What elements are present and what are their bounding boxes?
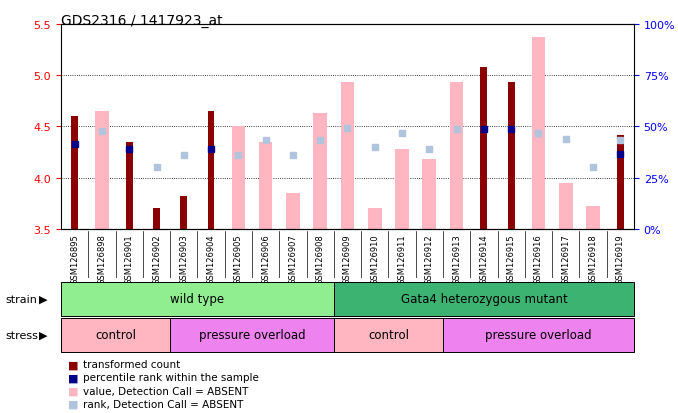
- Text: GSM126907: GSM126907: [288, 234, 298, 284]
- Bar: [443, 318, 634, 352]
- Bar: [231, 127, 245, 229]
- Text: ■: ■: [68, 359, 78, 369]
- Bar: [71, 117, 78, 229]
- Bar: [481, 68, 487, 229]
- Text: control: control: [95, 328, 136, 342]
- Text: control: control: [368, 328, 409, 342]
- Text: GSM126918: GSM126918: [589, 234, 597, 284]
- Text: strain: strain: [5, 294, 37, 304]
- Bar: [368, 209, 382, 229]
- Text: Gata4 heterozygous mutant: Gata4 heterozygous mutant: [401, 292, 567, 306]
- Bar: [586, 207, 600, 229]
- Bar: [286, 193, 300, 229]
- Text: wild type: wild type: [170, 292, 224, 306]
- Text: pressure overload: pressure overload: [485, 328, 592, 342]
- Text: GSM126919: GSM126919: [616, 234, 625, 284]
- Bar: [532, 38, 545, 229]
- Bar: [313, 114, 327, 229]
- Bar: [61, 282, 334, 316]
- Bar: [422, 160, 436, 229]
- Text: ▶: ▶: [39, 330, 47, 340]
- Text: ■: ■: [68, 399, 78, 409]
- Text: GSM126908: GSM126908: [316, 234, 325, 284]
- Text: GSM126901: GSM126901: [125, 234, 134, 284]
- Bar: [508, 83, 515, 229]
- Bar: [334, 318, 443, 352]
- Text: GSM126916: GSM126916: [534, 234, 543, 284]
- Bar: [617, 135, 624, 229]
- Bar: [61, 318, 170, 352]
- Text: GSM126910: GSM126910: [370, 234, 379, 284]
- Text: GSM126915: GSM126915: [506, 234, 516, 284]
- Text: value, Detection Call = ABSENT: value, Detection Call = ABSENT: [83, 386, 248, 396]
- Bar: [259, 142, 273, 229]
- Text: ■: ■: [68, 386, 78, 396]
- Text: GSM126912: GSM126912: [425, 234, 434, 284]
- Bar: [450, 83, 464, 229]
- Text: GSM126914: GSM126914: [479, 234, 488, 284]
- Bar: [395, 150, 409, 229]
- Bar: [126, 142, 133, 229]
- Bar: [180, 197, 187, 229]
- Text: GSM126906: GSM126906: [261, 234, 270, 284]
- Text: GSM126909: GSM126909: [343, 234, 352, 284]
- Text: GSM126913: GSM126913: [452, 234, 461, 284]
- Bar: [207, 112, 214, 229]
- Bar: [153, 209, 160, 229]
- Text: GSM126903: GSM126903: [179, 234, 188, 284]
- Text: ■: ■: [68, 373, 78, 382]
- Text: ▶: ▶: [39, 294, 47, 304]
- Text: GSM126904: GSM126904: [207, 234, 216, 284]
- Bar: [95, 112, 108, 229]
- Bar: [170, 318, 334, 352]
- Text: stress: stress: [5, 330, 38, 340]
- Bar: [334, 282, 634, 316]
- Text: transformed count: transformed count: [83, 359, 180, 369]
- Bar: [340, 83, 355, 229]
- Text: GSM126917: GSM126917: [561, 234, 570, 284]
- Text: GSM126895: GSM126895: [70, 234, 79, 284]
- Text: GSM126902: GSM126902: [152, 234, 161, 284]
- Text: rank, Detection Call = ABSENT: rank, Detection Call = ABSENT: [83, 399, 243, 409]
- Text: percentile rank within the sample: percentile rank within the sample: [83, 373, 258, 382]
- Text: pressure overload: pressure overload: [199, 328, 305, 342]
- Text: GSM126911: GSM126911: [397, 234, 407, 284]
- Text: GSM126905: GSM126905: [234, 234, 243, 284]
- Bar: [559, 183, 572, 229]
- Text: GDS2316 / 1417923_at: GDS2316 / 1417923_at: [61, 14, 222, 28]
- Text: GSM126898: GSM126898: [98, 234, 106, 285]
